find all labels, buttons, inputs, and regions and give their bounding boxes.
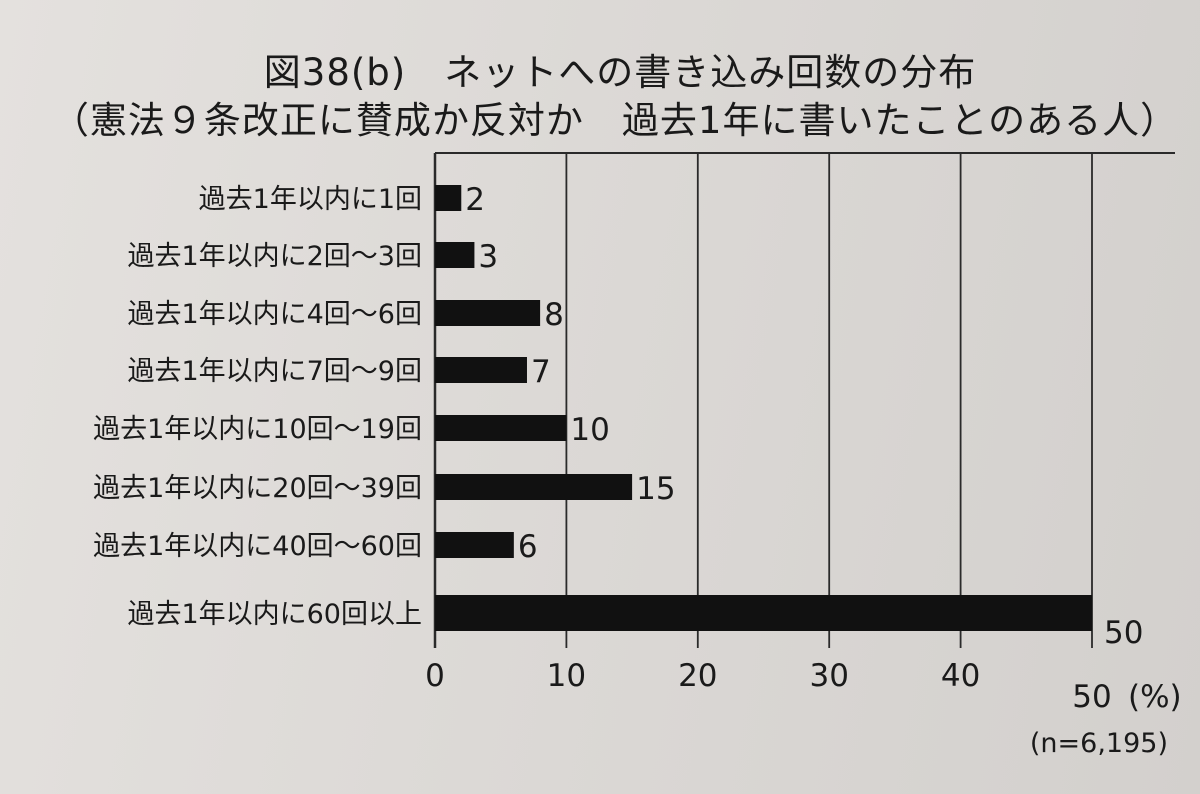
category-label: 過去1年以内に20回～39回	[93, 473, 422, 504]
data-label: 8	[544, 297, 564, 333]
x-axis-unit: (%)	[1128, 679, 1182, 715]
data-label: 3	[478, 239, 498, 275]
data-label: 7	[531, 354, 551, 390]
chart-title: 図38(b) ネットへの書き込み回数の分布	[263, 51, 977, 94]
bar	[435, 300, 541, 326]
x-tick-label: 20	[678, 658, 717, 694]
category-label: 過去1年以内に10回～19回	[93, 414, 422, 445]
category-label: 過去1年以内に7回～9回	[127, 356, 422, 387]
bar	[435, 357, 527, 383]
x-tick-label: 0	[425, 658, 445, 694]
data-label: 50	[1104, 615, 1143, 651]
category-label: 過去1年以内に1回	[199, 184, 422, 215]
data-label: 10	[570, 412, 609, 448]
data-label: 6	[518, 529, 538, 565]
x-tick-label: 10	[547, 658, 586, 694]
bar	[435, 242, 475, 268]
data-label: 2	[465, 182, 485, 218]
bar	[435, 532, 514, 558]
x-tick-label: 40	[941, 658, 980, 694]
bar	[435, 474, 633, 500]
category-label: 過去1年以内に40回～60回	[93, 531, 422, 562]
bar	[435, 595, 1092, 631]
category-label: 過去1年以内に2回～3回	[127, 241, 422, 272]
sample-size-note: (n=6,195)	[1030, 728, 1168, 759]
chart-subtitle: （憲法９条改正に賛成か反対か 過去1年に書いたことのある人）	[51, 99, 1179, 142]
bar	[435, 415, 567, 441]
x-tick-label: 50	[1072, 679, 1111, 715]
category-label: 過去1年以内に60回以上	[127, 599, 422, 630]
data-label: 15	[636, 471, 675, 507]
x-tick-label: 30	[809, 658, 848, 694]
category-label: 過去1年以内に4回～6回	[127, 299, 422, 330]
bar	[435, 185, 462, 211]
